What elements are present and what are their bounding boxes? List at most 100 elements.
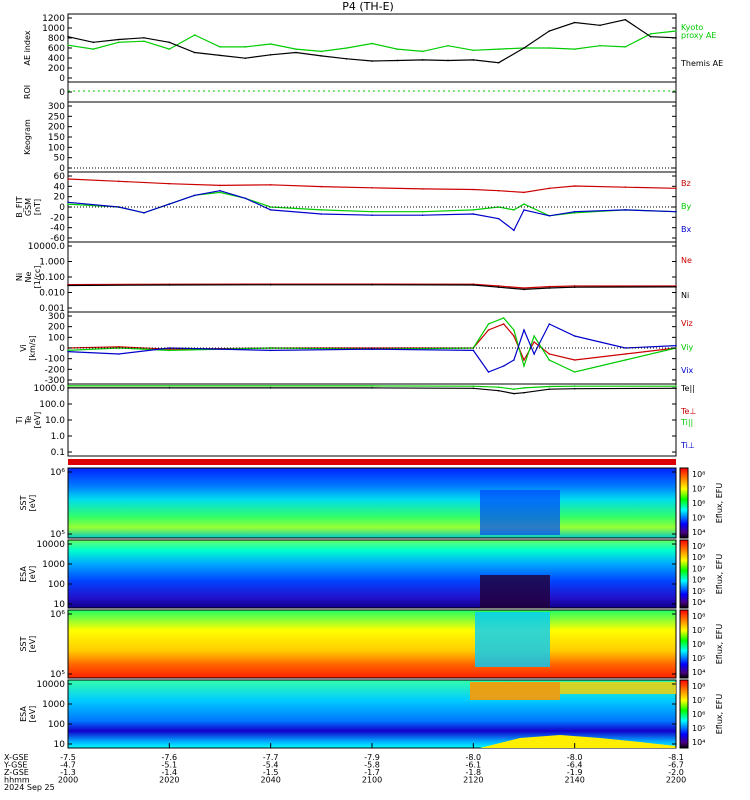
x-row-label: Y-GSE <box>3 761 27 770</box>
esa_e-cbar-tick: 10⁴ <box>692 598 705 607</box>
data-point <box>244 57 247 59</box>
x-tick-label: -1.5 <box>263 768 279 777</box>
data-point <box>523 47 525 49</box>
x-tick-label: -7.5 <box>60 753 76 762</box>
data-point <box>624 347 627 349</box>
data-point <box>502 323 505 325</box>
data-point <box>472 349 475 352</box>
red-bar <box>68 459 676 465</box>
density-tick: 0.001 <box>39 304 65 314</box>
data-point <box>67 203 69 205</box>
density-tick: 0.010 <box>39 289 65 299</box>
data-point <box>487 323 490 325</box>
data-point <box>523 391 525 394</box>
velocity-tick: 200 <box>48 323 65 333</box>
bfield-ylabel: GSM <box>24 198 33 216</box>
data-point <box>371 210 373 213</box>
x-tick-label: -8.1 <box>668 753 684 762</box>
ae-legend-item: proxy AE <box>681 31 716 40</box>
data-point <box>513 388 515 390</box>
data-point <box>219 184 221 187</box>
data-point <box>371 186 373 189</box>
sst-electron-dropout <box>480 490 560 535</box>
data-point <box>533 335 535 337</box>
data-point <box>295 51 297 54</box>
x-tick-label: -1.3 <box>60 768 76 777</box>
data-point <box>269 209 272 211</box>
esa_i-cbar-tick: 10⁴ <box>692 738 705 747</box>
data-point <box>193 51 196 54</box>
sst_i-ylabel: SST <box>19 636 28 651</box>
data-point <box>548 30 551 32</box>
data-point <box>371 284 373 286</box>
data-point <box>219 46 221 48</box>
ae-tick: 600 <box>48 44 65 54</box>
x-tick-label: 2000 <box>58 776 78 785</box>
data-point <box>548 323 551 325</box>
data-point <box>92 41 95 44</box>
data-point <box>396 48 399 50</box>
data-point <box>421 50 424 53</box>
series-line-te- <box>68 387 677 395</box>
ae-tick: 200 <box>48 64 65 74</box>
sst_e-tick: 10⁵ <box>50 530 65 540</box>
x-row-label: X-GSE <box>4 753 29 762</box>
data-point <box>573 21 576 24</box>
data-point <box>649 33 652 35</box>
data-point <box>573 387 576 390</box>
x-tick-label: -6.7 <box>668 761 684 770</box>
sst_i-cbar-tick: 10⁴ <box>692 668 705 677</box>
esa_e-tick: 10000 <box>36 540 65 550</box>
esa_i-tick: 100 <box>48 720 65 730</box>
data-point <box>168 41 171 44</box>
data-point <box>548 187 551 190</box>
data-point <box>92 48 95 50</box>
data-point <box>472 209 475 211</box>
ae-tick: 1200 <box>42 14 65 24</box>
roi-ylabel: ROI <box>23 85 32 99</box>
esa_e-cbar-tick: 10⁹ <box>692 542 705 551</box>
esa_i-tick: 10000 <box>36 680 65 690</box>
density-tick: 10000.0 <box>28 242 65 252</box>
data-point <box>675 344 677 347</box>
data-point <box>295 48 297 50</box>
bfield-legend-item: Bz <box>681 179 691 188</box>
series-line-ne <box>67 283 676 289</box>
data-point <box>219 189 221 192</box>
sst-ion-spectrogram <box>67 609 677 679</box>
colorbar-sst-e <box>679 467 689 539</box>
data-point <box>447 59 449 62</box>
esa_i-cbar-tick: 10⁷ <box>692 696 705 705</box>
velocity-tick: -200 <box>45 365 66 375</box>
keogram-tick: 150 <box>48 133 65 143</box>
temperature-tick: 100.0 <box>39 400 65 410</box>
data-point <box>523 209 525 211</box>
data-point <box>117 346 120 348</box>
data-point <box>371 214 373 216</box>
data-point <box>573 359 576 361</box>
sst_i-tick: 10⁶ <box>50 610 65 620</box>
data-point <box>67 178 69 180</box>
temperature-legend-item: Te|| <box>680 384 695 393</box>
data-point <box>371 348 373 351</box>
data-point <box>497 286 500 289</box>
data-point <box>573 371 576 373</box>
bfield-legend-item: By <box>681 202 691 211</box>
temperature-legend-item: Ti|| <box>680 418 693 427</box>
bfield-tick: 60 <box>54 172 66 182</box>
keogram-tick: 250 <box>48 112 65 122</box>
series-line-bz <box>67 178 677 194</box>
esa-ion-hot-tail <box>560 682 676 694</box>
data-point <box>269 206 272 208</box>
series-line-ni <box>67 284 677 291</box>
data-point <box>67 385 69 387</box>
data-point <box>573 185 576 187</box>
velocity-legend-item: Viy <box>681 343 694 352</box>
data-point <box>573 385 576 388</box>
data-point <box>320 213 323 215</box>
data-point <box>533 341 535 343</box>
data-point <box>117 38 120 41</box>
data-point <box>320 185 323 188</box>
data-point <box>219 191 221 194</box>
colorbar-esa-i <box>679 679 689 749</box>
